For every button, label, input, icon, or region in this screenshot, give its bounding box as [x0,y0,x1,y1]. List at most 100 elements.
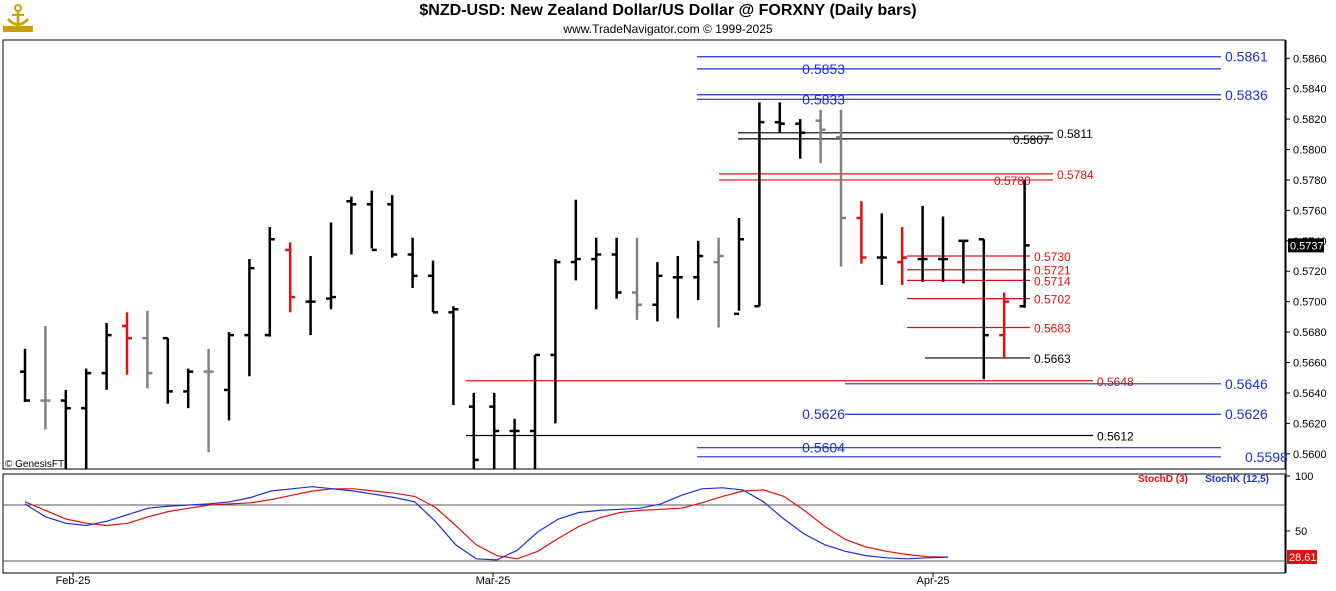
price-bar [244,259,255,377]
price-bar [693,240,704,301]
price-bar [713,237,724,328]
level-label: 0.5646 [1225,376,1268,392]
price-bar [183,368,194,409]
price-bar [285,242,296,313]
price-axis: 0.5860 0.5840 0.5820 0.5800 0.5780 0.5760 0.57… [1286,53,1327,461]
level-label: 0.5663 [1034,352,1071,366]
price-bar [122,312,132,375]
price-bar [734,217,744,316]
price-bars [20,102,1030,469]
price-bar [795,119,806,159]
price-bar [754,102,765,308]
price-tick-label: 0.5600 [1293,449,1327,461]
price-tick-label: 0.5700 [1293,297,1327,309]
price-tick-label: 0.5840 [1293,84,1327,96]
price-tick-label: 0.5620 [1293,418,1327,430]
price-bar [366,190,377,252]
date-tick-label: Apr-25 [916,575,949,587]
price-bar [448,306,459,406]
price-bar [387,195,398,258]
price-bar [815,109,826,164]
price-bar [305,256,316,336]
stoch-last-box [1287,550,1317,564]
last-price-box [1288,238,1324,253]
chart-title: $NZD-USD: New Zealand Dollar/US Dollar @… [419,2,917,19]
price-bar [101,322,112,390]
price-bar [570,199,581,281]
price-bar [428,260,438,314]
price-bar [958,239,969,284]
price-tick-label: 0.5800 [1293,145,1327,157]
stoch-k-legend: StochK (12,5) [1205,474,1269,485]
stochastic-panel: 100 50 StochD (3) StochK (12,5) 28.61 [3,471,1317,564]
price-tick-label: 0.5680 [1293,327,1327,339]
level-label: 0.5784 [1057,168,1094,182]
price-bar [509,418,520,469]
price-bar [407,237,418,288]
level-label: 0.5836 [1225,87,1268,103]
level-label: 0.5721 [1034,264,1071,278]
price-bar [1019,179,1030,308]
level-label: 0.5702 [1034,293,1071,307]
price-bar [346,196,357,255]
price-bar [468,392,479,469]
price-bar [897,227,908,285]
price-bar [999,292,1010,358]
price-bar [774,102,785,133]
price-bar [489,392,500,469]
chart-subtitle: www.TradeNavigator.com © 1999-2025 [563,22,773,36]
price-bar [836,109,846,267]
price-tick-label: 0.5860 [1293,53,1327,65]
price-bar [530,353,540,469]
level-label: 0.5626 [802,406,845,422]
chart-frames: © GenesisFT [2,39,1287,574]
stoch-line-d [24,488,949,560]
price-bar [142,310,153,389]
price-bar [591,237,602,310]
stoch-tick-label: 50 [1295,526,1307,538]
price-bar [81,368,92,469]
price-tick-label: 0.5760 [1293,205,1327,217]
level-label: 0.5853 [802,61,845,77]
price-bar [326,222,336,310]
price-bar [40,326,51,430]
price-bar [978,238,989,380]
price-bar [938,216,948,282]
price-bar [672,256,683,319]
anchor-icon [3,4,33,32]
price-tick-label: 0.5820 [1293,114,1327,126]
price-bar [203,348,214,453]
level-label: 0.5598 [1245,449,1288,465]
date-axis: Feb-25 Mar-25 Apr-25 [56,573,950,587]
price-bar [162,336,173,404]
price-bar [856,201,867,264]
price-tick-label: 0.5780 [1293,175,1327,187]
stoch-tick-label: 100 [1295,471,1313,483]
level-label: 0.5683 [1034,322,1071,336]
price-bar [632,237,642,320]
stoch-last-label: 28.61 [1289,552,1317,564]
price-bar [917,205,928,282]
level-label: 0.5807 [1013,133,1050,147]
price-levels: 0.5861 0.5853 0.5836 0.5833 0.5811 0.5807 0.57… [466,49,1288,465]
level-label: 0.5861 [1225,49,1268,65]
date-tick-label: Mar-25 [476,575,511,587]
stoch-d-legend: StochD (3) [1138,474,1188,485]
level-label: 0.5811 [1057,127,1093,141]
level-label: 0.5626 [1225,406,1268,422]
price-panel-frame [2,39,1286,470]
price-tick-label: 0.5720 [1293,266,1327,278]
level-label: 0.5612 [1097,430,1134,444]
last-price-label: 0.5737 [1290,240,1324,252]
date-tick-label: Feb-25 [56,575,91,587]
level-label: 0.5730 [1034,250,1071,264]
price-bar [652,262,663,322]
level-label: 0.5714 [1034,274,1071,288]
price-bar [20,348,30,403]
price-bar [876,213,887,285]
level-label: 0.5604 [802,440,845,456]
stoch-line-k [24,486,949,561]
price-bar [224,332,234,421]
price-bar [550,259,561,424]
